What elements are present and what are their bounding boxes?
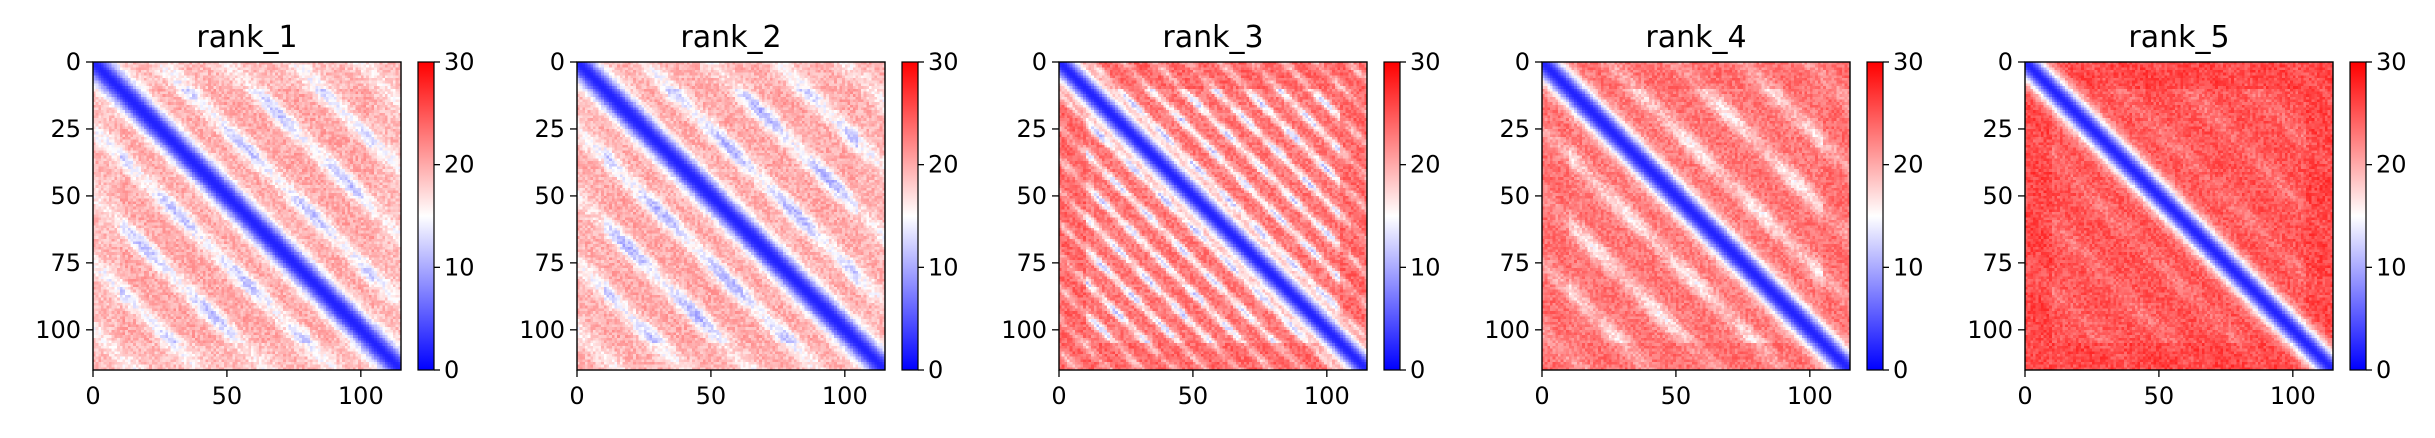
y-tick-label: 50 xyxy=(1499,182,1530,210)
heatmap-panel-4: rank_4 0 50 100 0 25 50 75 100 0 10 20 30 xyxy=(1484,20,1923,410)
y-tick-label: 0 xyxy=(66,48,81,76)
panel-title: rank_2 xyxy=(680,20,781,55)
heatmap-panel-1: rank_1 0 50 100 0 25 50 75 100 0 10 20 30 xyxy=(35,20,474,410)
x-tick-label: 100 xyxy=(1304,382,1350,410)
x-tick-label: 50 xyxy=(212,382,243,410)
colorbar-tick-label: 30 xyxy=(1893,48,1924,76)
y-tick-label: 50 xyxy=(534,182,565,210)
x-tick-label: 50 xyxy=(696,382,727,410)
colorbar-tick-label: 20 xyxy=(1893,151,1924,179)
y-tick-label: 50 xyxy=(1016,182,1047,210)
x-tick-label: 0 xyxy=(1051,382,1066,410)
y-tick-label: 25 xyxy=(534,115,565,143)
colorbar-tick-label: 0 xyxy=(928,356,943,384)
x-tick-label: 50 xyxy=(2144,382,2175,410)
colorbar-tick-label: 20 xyxy=(2376,151,2407,179)
heatmap-panel-2: rank_2 0 50 100 0 25 50 75 100 0 10 20 30 xyxy=(519,20,958,410)
panel-title: rank_5 xyxy=(2128,20,2229,55)
colorbar-tick-label: 10 xyxy=(444,253,475,281)
x-tick-label: 50 xyxy=(1178,382,1209,410)
colorbar-tick-label: 20 xyxy=(928,151,959,179)
colorbar xyxy=(901,61,919,371)
y-tick-label: 75 xyxy=(1982,249,2013,277)
plot-frame xyxy=(1541,61,1851,371)
x-tick-label: 100 xyxy=(2270,382,2316,410)
x-tick-label: 0 xyxy=(569,382,584,410)
x-tick-label: 0 xyxy=(85,382,100,410)
heatmap-image xyxy=(1542,62,1850,370)
colorbar-tick-label: 0 xyxy=(2376,356,2391,384)
y-tick-label: 100 xyxy=(1001,316,1047,344)
x-tick-label: 100 xyxy=(338,382,384,410)
plot-frame xyxy=(2024,61,2334,371)
heatmap-image xyxy=(2025,62,2333,370)
colorbar-tick-label: 20 xyxy=(444,151,475,179)
colorbar-tick-label: 30 xyxy=(928,48,959,76)
heatmap-panel-3: rank_3 0 50 100 0 25 50 75 100 0 10 20 30 xyxy=(1001,20,1440,410)
colorbar xyxy=(2349,61,2367,371)
colorbar-tick-label: 0 xyxy=(1893,356,1908,384)
panel-title: rank_1 xyxy=(196,20,297,55)
plot-frame xyxy=(576,61,886,371)
x-tick-label: 100 xyxy=(822,382,868,410)
colorbar-tick-label: 0 xyxy=(444,356,459,384)
x-tick-label: 100 xyxy=(1787,382,1833,410)
y-tick-label: 0 xyxy=(1032,48,1047,76)
y-tick-label: 100 xyxy=(1967,316,2013,344)
colorbar xyxy=(1383,61,1401,371)
colorbar-tick-label: 30 xyxy=(444,48,475,76)
heatmap-panel-5: rank_5 0 50 100 0 25 50 75 100 0 10 20 30 xyxy=(1967,20,2406,410)
y-tick-label: 100 xyxy=(35,316,81,344)
colorbar-tick-label: 20 xyxy=(1410,151,1441,179)
y-tick-label: 75 xyxy=(1499,249,1530,277)
y-tick-label: 0 xyxy=(550,48,565,76)
y-tick-label: 25 xyxy=(1016,115,1047,143)
colorbar-tick-label: 30 xyxy=(2376,48,2407,76)
panel-title: rank_4 xyxy=(1645,20,1746,55)
colorbar-tick-label: 10 xyxy=(928,253,959,281)
y-tick-label: 100 xyxy=(1484,316,1530,344)
y-tick-label: 25 xyxy=(50,115,81,143)
heatmap-image xyxy=(93,62,401,370)
y-tick-label: 100 xyxy=(519,316,565,344)
colorbar-tick-label: 10 xyxy=(2376,253,2407,281)
y-tick-label: 50 xyxy=(1982,182,2013,210)
colorbar-tick-label: 10 xyxy=(1893,253,1924,281)
y-tick-label: 25 xyxy=(1982,115,2013,143)
x-tick-label: 50 xyxy=(1661,382,1692,410)
plot-frame xyxy=(92,61,402,371)
y-tick-label: 0 xyxy=(1515,48,1530,76)
y-tick-label: 75 xyxy=(534,249,565,277)
y-tick-label: 50 xyxy=(50,182,81,210)
x-tick-label: 0 xyxy=(1534,382,1549,410)
heatmap-image xyxy=(1059,62,1367,370)
y-tick-label: 25 xyxy=(1499,115,1530,143)
y-tick-label: 75 xyxy=(1016,249,1047,277)
x-tick-label: 0 xyxy=(2017,382,2032,410)
y-tick-label: 75 xyxy=(50,249,81,277)
colorbar-tick-label: 30 xyxy=(1410,48,1441,76)
colorbar-tick-label: 0 xyxy=(1410,356,1425,384)
panel-title: rank_3 xyxy=(1162,20,1263,55)
heatmap-image xyxy=(577,62,885,370)
y-tick-label: 0 xyxy=(1998,48,2013,76)
colorbar-tick-label: 10 xyxy=(1410,253,1441,281)
colorbar xyxy=(417,61,435,371)
colorbar xyxy=(1866,61,1884,371)
plot-frame xyxy=(1058,61,1368,371)
